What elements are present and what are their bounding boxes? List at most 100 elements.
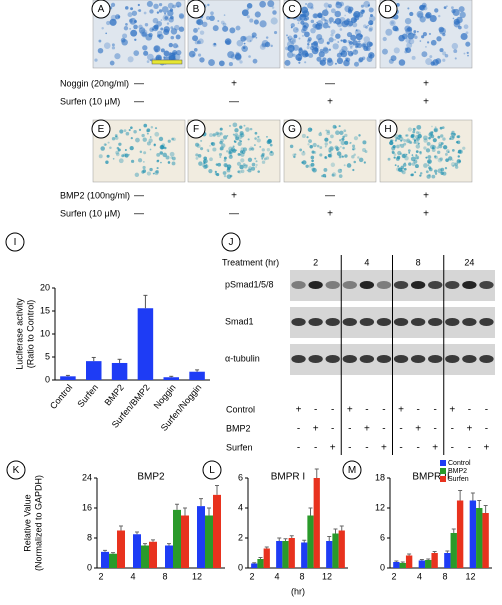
time-label: 4 — [364, 257, 369, 267]
stain-dot — [125, 6, 129, 10]
stain-dot — [425, 170, 429, 174]
blot-band — [410, 281, 426, 289]
stain-dot — [428, 167, 433, 172]
stain-dot — [138, 24, 143, 29]
stain-dot — [261, 157, 264, 160]
stain-dot — [343, 129, 347, 133]
stain-dot — [247, 138, 250, 141]
stain-dot — [425, 156, 428, 159]
stain-dot — [201, 21, 208, 28]
stain-dot — [328, 150, 332, 153]
stain-dot — [419, 152, 422, 155]
stain-dot — [441, 126, 445, 129]
stain-dot — [454, 162, 459, 167]
stain-dot — [270, 17, 278, 25]
blot-band — [376, 318, 392, 326]
y-tick-label: 6 — [238, 472, 243, 482]
blot-band — [291, 355, 306, 363]
stain-dot — [165, 155, 170, 160]
stain-dot — [358, 157, 364, 163]
stain-dot — [148, 138, 153, 143]
stain-dot — [343, 164, 346, 167]
y-tick-label: 10 — [40, 328, 50, 338]
blot-band — [376, 281, 392, 289]
stain-dot — [407, 127, 413, 132]
stain-dot — [307, 43, 310, 46]
stain-dot — [298, 51, 302, 56]
stain-dot — [433, 128, 438, 132]
stain-dot — [412, 127, 416, 131]
stain-dot — [176, 50, 182, 56]
stain-dot — [327, 25, 331, 29]
stain-dot — [393, 156, 396, 159]
stain-dot — [226, 150, 229, 153]
y-tick-label: 18 — [375, 472, 385, 482]
stain-dot — [452, 17, 455, 20]
stain-dot — [434, 172, 438, 175]
stain-dot — [159, 151, 164, 155]
stain-dot — [161, 6, 169, 13]
stain-dot — [453, 133, 456, 136]
stain-dot — [130, 126, 133, 130]
stain-dot — [425, 46, 427, 48]
stain-dot — [457, 149, 462, 154]
legend-label: BMP2 — [448, 468, 467, 475]
stain-dot — [130, 137, 133, 140]
stain-dot — [239, 125, 243, 129]
stain-dot — [458, 6, 465, 13]
stain-dot — [449, 137, 452, 140]
stain-dot — [403, 142, 407, 146]
stain-dot — [437, 157, 443, 163]
stain-dot — [419, 40, 422, 42]
stain-dot — [221, 143, 226, 148]
stain-dot — [344, 133, 348, 138]
stain-dot — [130, 21, 133, 24]
stain-dot — [367, 4, 371, 7]
stain-dot — [306, 136, 309, 139]
blot-row-label: Smad1 — [225, 316, 254, 326]
stain-dot — [465, 41, 471, 47]
stain-dot — [227, 51, 235, 59]
stain-dot — [147, 53, 154, 61]
stain-dot — [340, 39, 343, 42]
bar — [431, 553, 438, 568]
stain-dot — [445, 158, 449, 163]
condition-label: BMP2 (100ng/ml) — [60, 190, 130, 200]
stain-dot — [287, 36, 290, 39]
condition-label: Surfen (10 μM) — [60, 208, 120, 218]
stain-dot — [261, 148, 265, 152]
stain-dot — [160, 48, 165, 53]
blot-band — [479, 318, 494, 326]
stain-dot — [129, 18, 133, 23]
panel-letter-circle — [6, 460, 26, 480]
stain-dot — [103, 143, 107, 146]
bar — [251, 563, 258, 568]
y-tick-label: 20 — [40, 282, 50, 292]
bar — [399, 563, 406, 568]
stain-dot — [336, 151, 342, 156]
stain-dot — [310, 6, 314, 10]
blot-mark: + — [381, 443, 387, 454]
stain-dot — [457, 155, 460, 158]
blot-band — [342, 281, 357, 289]
stain-dot — [213, 42, 217, 46]
stain-dot — [142, 45, 148, 51]
y-tick-label: 0 — [238, 562, 243, 572]
stain-dot — [422, 32, 428, 37]
panel-letter-circle — [202, 460, 222, 480]
panel-letter-circle — [378, 0, 398, 19]
stain-dot — [368, 20, 374, 26]
stain-dot — [249, 18, 254, 23]
stain-dot — [339, 139, 342, 142]
stain-dot — [106, 20, 111, 26]
stain-dot — [349, 40, 353, 45]
stain-dot — [240, 140, 243, 143]
stain-dot — [205, 15, 211, 21]
stain-dot — [124, 149, 127, 152]
stain-dot — [109, 60, 115, 66]
stain-dot — [467, 54, 469, 57]
stain-dot — [405, 153, 408, 156]
stain-dot — [407, 32, 415, 40]
stain-dot — [398, 59, 406, 66]
stain-dot — [307, 37, 312, 42]
